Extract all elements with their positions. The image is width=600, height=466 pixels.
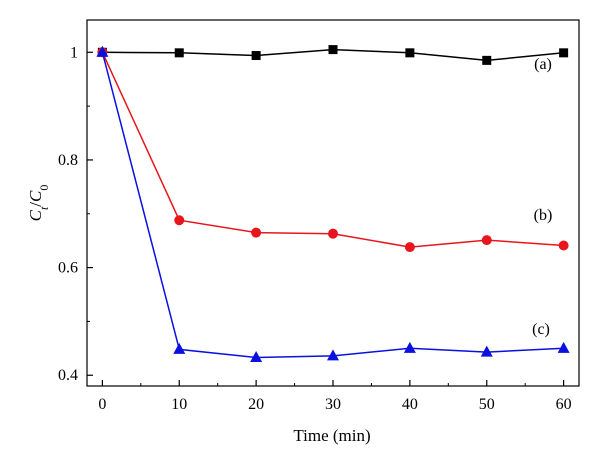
data-point-square <box>174 48 184 58</box>
data-point-square <box>251 51 261 61</box>
y-axis-title-main: C <box>26 209 45 221</box>
data-point-circle <box>481 235 492 246</box>
data-point-square <box>559 48 569 58</box>
x-tick-label: 0 <box>98 396 106 413</box>
data-point-triangle <box>250 350 263 362</box>
y-axis-title-denominator: C <box>26 190 45 202</box>
x-axis-title: Time (min) <box>293 426 370 445</box>
x-tick-label: 60 <box>556 396 572 413</box>
data-point-triangle <box>557 341 570 353</box>
x-tick-label: 10 <box>171 396 187 413</box>
y-axis-title-separator: / <box>26 202 45 207</box>
series-label: (c) <box>532 321 550 338</box>
y-tick-label: 0.6 <box>58 260 78 277</box>
data-point-square <box>482 55 492 65</box>
data-point-circle <box>174 215 185 226</box>
y-tick-label: 0.4 <box>58 367 78 384</box>
y-tick-label: 1 <box>70 44 78 61</box>
plot-frame <box>86 19 580 387</box>
data-point-circle <box>328 228 338 239</box>
data-point-triangle <box>173 342 186 354</box>
data-point-square <box>328 45 338 55</box>
y-axis: 0.4 0.6 0.8 1 <box>58 44 93 384</box>
x-tick-label: 40 <box>402 396 418 413</box>
data-point-circle <box>558 240 569 251</box>
y-axis-title-main-subscript: t <box>37 206 51 210</box>
data-point-circle <box>251 227 262 238</box>
data-point-triangle <box>96 45 109 57</box>
y-axis-title-denominator-subscript: 0 <box>37 185 51 191</box>
y-tick-label: 0.8 <box>58 152 78 169</box>
series-line <box>101 51 564 248</box>
y-axis-title: Ct/C0 <box>26 185 51 222</box>
data-point-triangle <box>327 349 339 361</box>
series-label: (a) <box>534 56 552 73</box>
x-tick-label: 30 <box>325 396 341 413</box>
series-labels: (a) (b) (c) <box>532 56 552 338</box>
data-point-triangle <box>403 341 416 353</box>
series-label: (b) <box>534 207 553 224</box>
data-point-triangle <box>480 345 493 357</box>
x-axis: 0 10 20 30 40 50 60 <box>98 380 572 413</box>
data-point-circle <box>404 242 415 253</box>
data-point-square <box>405 48 415 58</box>
x-tick-label: 50 <box>479 396 495 413</box>
series-layer <box>96 45 570 362</box>
x-tick-label: 20 <box>248 396 264 413</box>
